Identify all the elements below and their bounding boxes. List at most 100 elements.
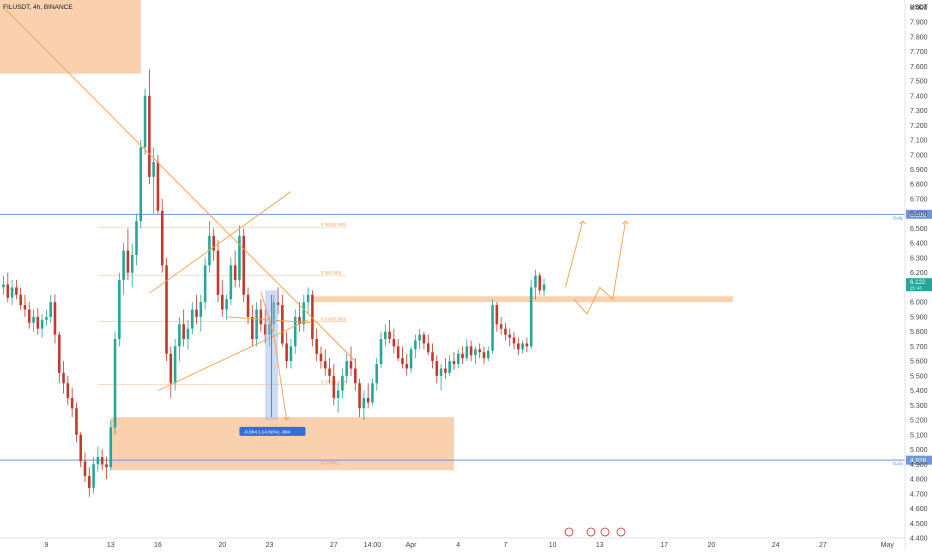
dividend-event-icon[interactable] xyxy=(564,527,574,537)
candle-body[interactable] xyxy=(521,343,524,350)
candle-body[interactable] xyxy=(375,364,379,384)
candle-body[interactable] xyxy=(238,235,241,281)
trend-line[interactable] xyxy=(157,319,309,392)
candle-body[interactable] xyxy=(57,334,61,373)
candle-body[interactable] xyxy=(293,316,297,347)
candle-body[interactable] xyxy=(281,305,284,344)
candle-body[interactable] xyxy=(96,456,100,465)
candle-body[interactable] xyxy=(10,287,14,298)
candle-body[interactable] xyxy=(19,294,22,306)
price-axis[interactable]: 6.596 4.928 8.000 7.900 7.800 7.700 7.600 7.500… xyxy=(906,5,932,543)
candle-body[interactable] xyxy=(435,361,439,376)
projection-path-up-a[interactable] xyxy=(565,220,584,288)
candle-body[interactable] xyxy=(444,368,447,373)
candle-body[interactable] xyxy=(461,353,464,359)
projection-path-down[interactable] xyxy=(260,291,288,421)
candle-body[interactable] xyxy=(491,305,494,351)
candle-body[interactable] xyxy=(495,305,499,325)
candle-body[interactable] xyxy=(66,383,70,398)
candle-body[interactable] xyxy=(130,254,134,273)
candle-body[interactable] xyxy=(465,346,469,359)
candle-body[interactable] xyxy=(27,309,31,323)
candle-body[interactable] xyxy=(366,397,370,403)
candle-body[interactable] xyxy=(92,464,95,488)
candle-body[interactable] xyxy=(538,275,542,291)
candle-body[interactable] xyxy=(474,349,477,356)
candle-body[interactable] xyxy=(302,302,306,325)
candle-body[interactable] xyxy=(512,337,516,344)
candle-body[interactable] xyxy=(118,280,121,340)
candle-body[interactable] xyxy=(332,375,336,398)
candle-body[interactable] xyxy=(306,294,310,303)
us-flag-event-icon[interactable] xyxy=(600,527,610,537)
candle-body[interactable] xyxy=(371,383,374,403)
candle-body[interactable] xyxy=(499,324,503,329)
event-markers[interactable] xyxy=(564,527,626,537)
candle-body[interactable] xyxy=(216,250,220,295)
candle-body[interactable] xyxy=(409,349,413,369)
candle-body[interactable] xyxy=(418,334,421,341)
candle-body[interactable] xyxy=(186,328,190,340)
candle-body[interactable] xyxy=(229,265,233,300)
time-axis[interactable]: 9 13 16 20 23 27 14:00 Apr 4 7 10 13 17 20 24 27 May xyxy=(44,542,894,549)
trend-line[interactable] xyxy=(3,7,356,362)
candle-body[interactable] xyxy=(414,340,417,350)
candle-body[interactable] xyxy=(349,361,353,369)
candle-body[interactable] xyxy=(182,324,185,340)
candle-body[interactable] xyxy=(225,299,228,310)
candle-body[interactable] xyxy=(113,339,117,428)
candle-body[interactable] xyxy=(422,334,426,344)
candle-body[interactable] xyxy=(83,461,87,477)
candle-body[interactable] xyxy=(70,397,74,409)
candle-body[interactable] xyxy=(431,352,434,362)
candle-body[interactable] xyxy=(2,284,5,288)
mid-resistance-band[interactable] xyxy=(312,296,733,303)
candle-body[interactable] xyxy=(135,221,138,255)
candle-body[interactable] xyxy=(379,339,383,365)
candle-body[interactable] xyxy=(139,147,143,222)
candle-body[interactable] xyxy=(311,294,314,340)
candle-body[interactable] xyxy=(233,265,237,281)
candle-body[interactable] xyxy=(49,302,52,317)
candle-body[interactable] xyxy=(298,316,301,325)
candle-body[interactable] xyxy=(478,349,481,353)
candle-body[interactable] xyxy=(79,434,83,462)
candle-body[interactable] xyxy=(392,339,396,347)
candle-body[interactable] xyxy=(341,375,344,391)
candle-body[interactable] xyxy=(152,162,155,177)
candle-body[interactable] xyxy=(195,309,198,317)
candle-body[interactable] xyxy=(143,95,147,148)
candle-body[interactable] xyxy=(456,353,460,365)
candle-body[interactable] xyxy=(396,346,400,359)
candle-body[interactable] xyxy=(15,287,18,295)
candle-body[interactable] xyxy=(255,309,258,340)
candle-body[interactable] xyxy=(53,302,57,335)
us-flag-event-icon[interactable] xyxy=(616,527,626,537)
candle-body[interactable] xyxy=(529,287,533,347)
candle-body[interactable] xyxy=(105,464,108,468)
candle-body[interactable] xyxy=(486,350,490,359)
candle-body[interactable] xyxy=(336,390,340,398)
candle-body[interactable] xyxy=(122,250,125,281)
candle-body[interactable] xyxy=(315,339,318,354)
candle-body[interactable] xyxy=(126,250,130,273)
candle-body[interactable] xyxy=(212,235,215,251)
candle-body[interactable] xyxy=(199,302,203,317)
candle-body[interactable] xyxy=(259,309,263,325)
candle-body[interactable] xyxy=(36,316,40,329)
candle-body[interactable] xyxy=(542,284,546,291)
candle-body[interactable] xyxy=(289,346,293,362)
trend-line[interactable] xyxy=(149,191,292,294)
candle-body[interactable] xyxy=(246,294,250,317)
projection-path-up-b[interactable] xyxy=(573,221,626,315)
candle-body[interactable] xyxy=(169,353,173,384)
candle-body[interactable] xyxy=(328,368,331,376)
candle-body[interactable] xyxy=(482,352,486,359)
candle-body[interactable] xyxy=(426,343,430,353)
candle-body[interactable] xyxy=(251,316,254,340)
candle-body[interactable] xyxy=(148,95,151,177)
candle-body[interactable] xyxy=(190,309,194,329)
candle-body[interactable] xyxy=(323,361,327,369)
